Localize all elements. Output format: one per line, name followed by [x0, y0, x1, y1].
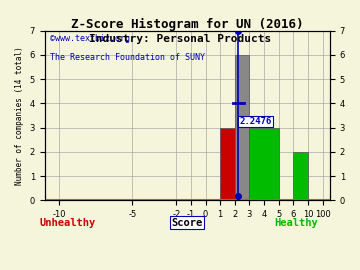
- Bar: [220, 128, 235, 200]
- Text: 2.2476: 2.2476: [239, 117, 271, 126]
- Bar: [293, 152, 308, 200]
- Text: Industry: Personal Products: Industry: Personal Products: [89, 34, 271, 44]
- Text: Healthy: Healthy: [274, 218, 318, 228]
- Y-axis label: Number of companies (14 total): Number of companies (14 total): [15, 46, 24, 185]
- Bar: [249, 128, 279, 200]
- Text: The Research Foundation of SUNY: The Research Foundation of SUNY: [50, 53, 205, 62]
- Text: ©www.textbiz.org: ©www.textbiz.org: [50, 34, 130, 43]
- Text: Score: Score: [172, 218, 203, 228]
- Text: Unhealthy: Unhealthy: [39, 218, 96, 228]
- Title: Z-Score Histogram for UN (2016): Z-Score Histogram for UN (2016): [71, 18, 303, 31]
- Bar: [235, 55, 249, 200]
